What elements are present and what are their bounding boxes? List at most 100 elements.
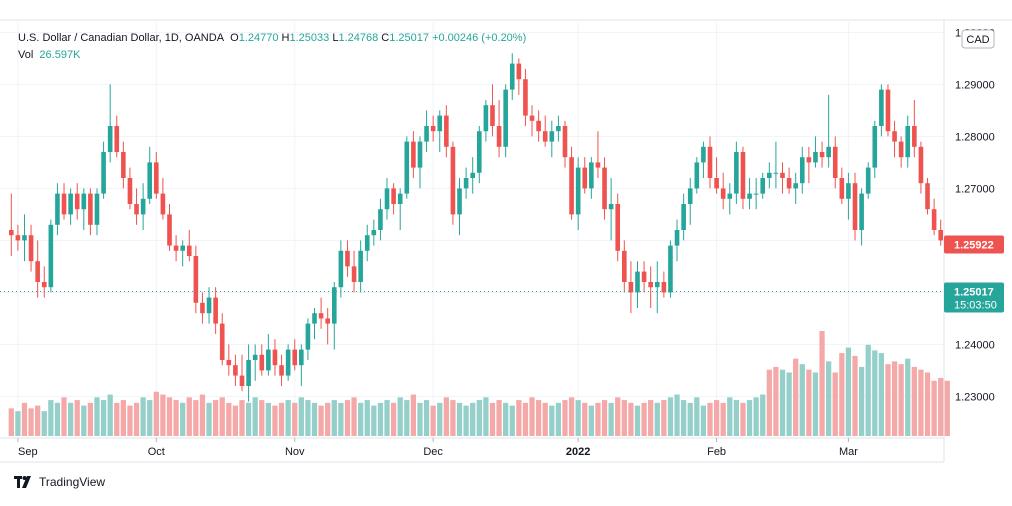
volume-bar[interactable]: [799, 364, 805, 436]
volume-bar[interactable]: [311, 402, 318, 436]
volume-bar[interactable]: [351, 397, 357, 436]
volume-bar[interactable]: [793, 358, 799, 436]
candle[interactable]: [331, 282, 337, 350]
volume-bar[interactable]: [786, 372, 792, 436]
candle[interactable]: [292, 339, 298, 371]
candle[interactable]: [134, 188, 139, 225]
volume-bar[interactable]: [924, 372, 931, 436]
candle[interactable]: [799, 146, 805, 194]
candle[interactable]: [430, 115, 436, 142]
candle[interactable]: [720, 172, 726, 210]
volume-bar[interactable]: [489, 402, 496, 436]
candle[interactable]: [622, 240, 627, 293]
candle[interactable]: [88, 188, 93, 236]
candle[interactable]: [879, 84, 884, 137]
candle[interactable]: [219, 313, 225, 366]
volume-bar[interactable]: [826, 361, 832, 436]
volume-bar[interactable]: [140, 397, 146, 436]
volume-bar[interactable]: [680, 400, 687, 436]
candle[interactable]: [351, 250, 357, 293]
candle[interactable]: [404, 136, 410, 199]
candle[interactable]: [529, 105, 535, 137]
candle[interactable]: [668, 240, 673, 298]
candle[interactable]: [28, 224, 34, 272]
candle[interactable]: [213, 287, 218, 334]
candle[interactable]: [364, 224, 370, 262]
volume-bar[interactable]: [760, 394, 766, 436]
candle[interactable]: [846, 172, 851, 220]
candle[interactable]: [239, 354, 245, 392]
volume-bar[interactable]: [437, 402, 443, 436]
candle[interactable]: [635, 261, 640, 308]
volume-bar[interactable]: [371, 405, 377, 436]
candle[interactable]: [608, 178, 614, 241]
volume-bar[interactable]: [634, 405, 641, 436]
volume-bar[interactable]: [153, 391, 159, 436]
volume-bar[interactable]: [74, 400, 80, 436]
candle[interactable]: [575, 157, 581, 230]
volume-bar[interactable]: [938, 377, 944, 436]
candle[interactable]: [615, 193, 621, 262]
candle[interactable]: [542, 115, 548, 147]
candle[interactable]: [107, 84, 113, 163]
candle[interactable]: [595, 131, 601, 178]
volume-bar[interactable]: [41, 411, 47, 436]
candle[interactable]: [312, 308, 317, 340]
volume-bar[interactable]: [54, 402, 61, 436]
volume-bar[interactable]: [219, 397, 225, 436]
volume-bar[interactable]: [21, 402, 28, 436]
volume-bar[interactable]: [648, 400, 654, 436]
volume-bar[interactable]: [173, 400, 179, 436]
candle[interactable]: [780, 162, 785, 194]
volume-bar[interactable]: [67, 402, 74, 436]
volume-bar[interactable]: [470, 402, 476, 436]
candle[interactable]: [246, 344, 251, 402]
candle[interactable]: [101, 141, 106, 199]
candle[interactable]: [74, 183, 80, 220]
volume-bar[interactable]: [285, 400, 291, 436]
volume-bar[interactable]: [733, 400, 740, 436]
volume-label[interactable]: Vol: [18, 49, 34, 61]
volume-bar[interactable]: [713, 400, 720, 436]
candle[interactable]: [186, 230, 192, 262]
volume-bar[interactable]: [608, 402, 614, 436]
volume-bar[interactable]: [845, 347, 852, 436]
volume-bar[interactable]: [180, 402, 186, 436]
candle[interactable]: [687, 178, 693, 225]
candle[interactable]: [285, 344, 291, 381]
volume-bar[interactable]: [740, 402, 746, 436]
volume-bar[interactable]: [199, 394, 206, 436]
volume-bar[interactable]: [239, 400, 245, 436]
volume-bar[interactable]: [588, 405, 594, 436]
volume-bar[interactable]: [720, 402, 726, 436]
volume-bar[interactable]: [858, 366, 865, 436]
candle[interactable]: [15, 224, 21, 251]
volume-bar[interactable]: [746, 400, 753, 436]
volume-bar[interactable]: [193, 400, 199, 436]
volume-bar[interactable]: [272, 405, 278, 436]
candle[interactable]: [437, 110, 443, 152]
candle[interactable]: [325, 308, 330, 345]
volume-bar[interactable]: [621, 400, 627, 436]
candle[interactable]: [701, 141, 706, 178]
candle[interactable]: [299, 344, 304, 386]
candle[interactable]: [734, 141, 739, 204]
volume-bar[interactable]: [865, 344, 871, 436]
candle[interactable]: [852, 172, 858, 241]
volume-bar[interactable]: [94, 397, 100, 436]
volume-bar[interactable]: [549, 405, 555, 436]
candle[interactable]: [279, 354, 284, 386]
candle[interactable]: [773, 141, 779, 189]
volume-bar[interactable]: [753, 397, 759, 436]
tradingview-brand[interactable]: TradingView: [14, 475, 105, 489]
candle[interactable]: [272, 339, 278, 376]
volume-bar[interactable]: [232, 405, 239, 436]
candle[interactable]: [562, 120, 568, 168]
candle[interactable]: [266, 334, 271, 376]
volume-bar[interactable]: [529, 397, 535, 436]
candle[interactable]: [714, 157, 719, 194]
volume-bar[interactable]: [417, 402, 423, 436]
volume-bar[interactable]: [832, 372, 838, 436]
candle[interactable]: [536, 110, 541, 142]
